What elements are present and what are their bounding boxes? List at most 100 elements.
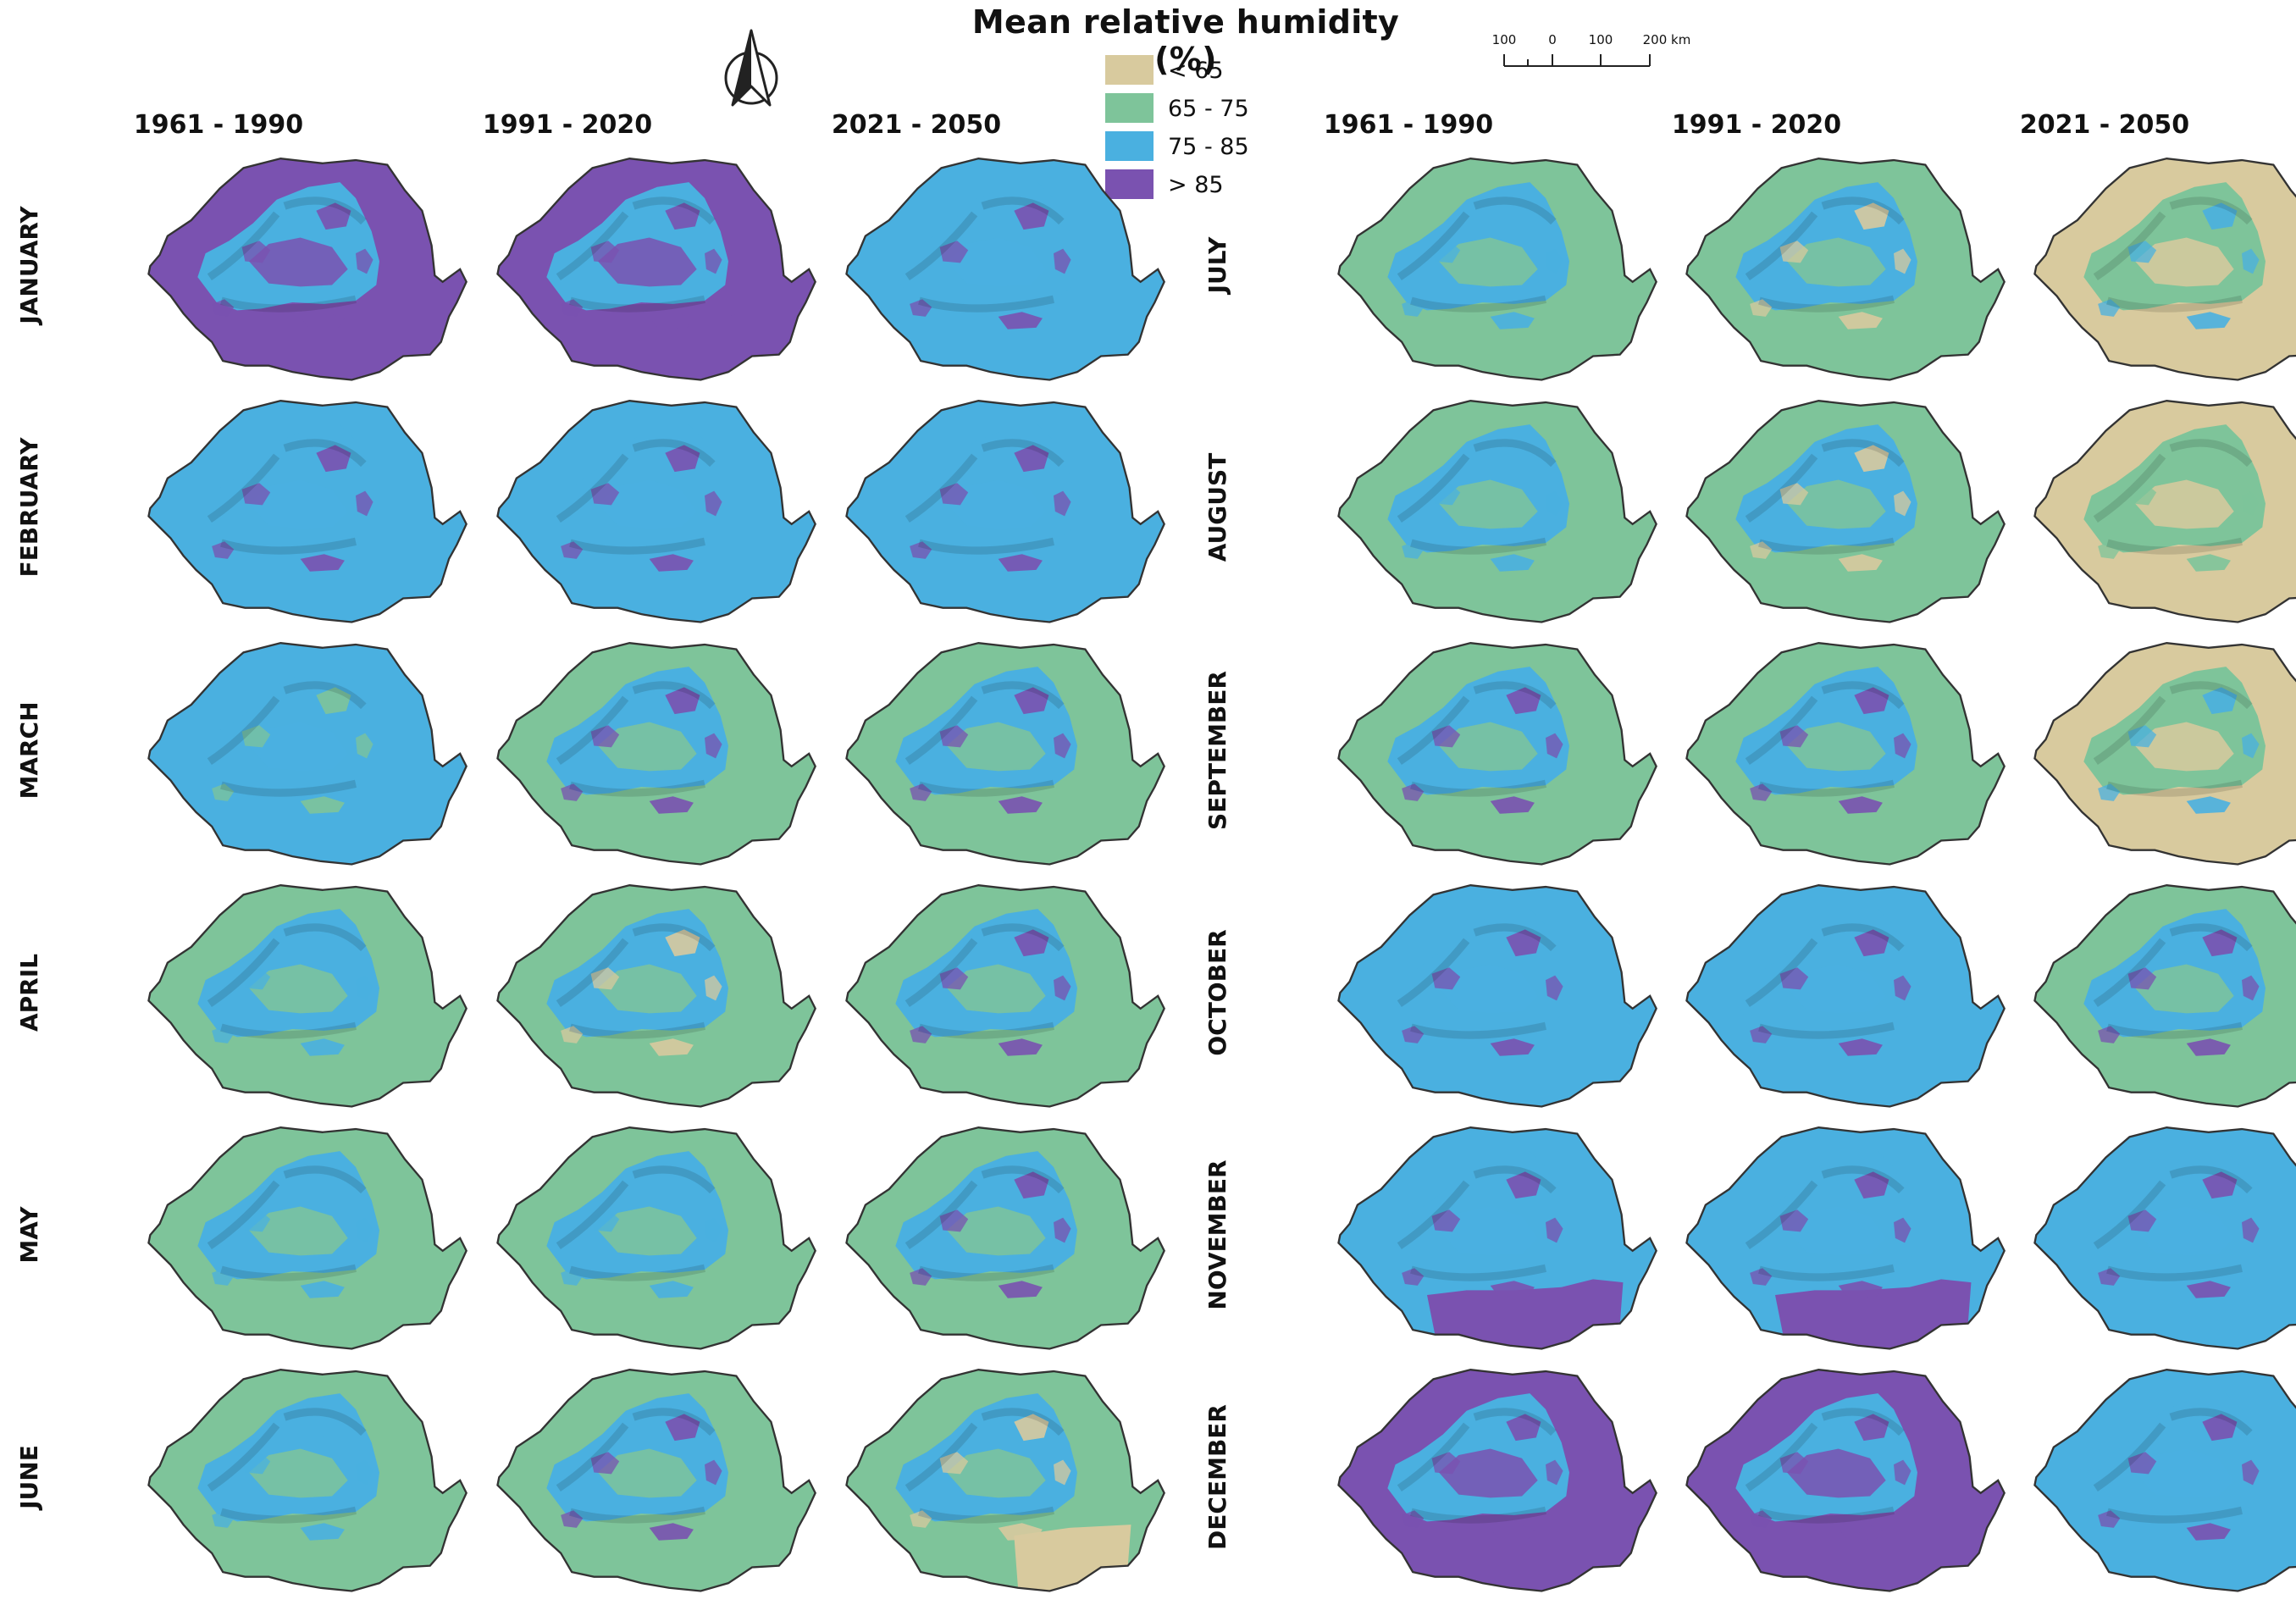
- humidity-patch: [1506, 687, 1541, 715]
- map-panel-october-2: [1657, 879, 2012, 1121]
- column-header: 2021 - 2050: [2019, 110, 2190, 140]
- humidity-patch: [1894, 733, 1911, 759]
- map-panel-december-3: [2005, 1364, 2296, 1605]
- humidity-patch: [1431, 725, 1461, 748]
- map-panel-march-2: [467, 637, 823, 878]
- scale-bar: 100 0 100 200 km: [1480, 27, 1701, 78]
- humidity-zone-basin: [2135, 479, 2234, 529]
- humidity-patch: [1014, 687, 1049, 715]
- humidity-patch: [2186, 1523, 2231, 1541]
- humidity-patch: [2127, 1209, 2157, 1232]
- humidity-patch: [1490, 312, 1535, 329]
- humidity-patch: [2202, 445, 2238, 473]
- legend-swatch: [1105, 131, 1154, 161]
- row-label-august: AUGUST: [1203, 452, 1231, 562]
- relief-shading: [1397, 439, 1557, 555]
- map-panel-may-1: [119, 1121, 474, 1363]
- map-panel-august-2: [1657, 395, 2012, 636]
- legend-label: 75 - 85: [1168, 134, 1249, 160]
- humidity-patch: [590, 1452, 620, 1475]
- country-border: [2033, 883, 2296, 1108]
- humidity-patch: [356, 248, 373, 274]
- map-panel-january-2: [467, 152, 823, 394]
- humidity-patch: [300, 1038, 345, 1056]
- romania-map: [147, 641, 467, 866]
- humidity-zone-basin: [249, 237, 348, 287]
- humidity-patch: [1854, 1171, 1889, 1199]
- country-border: [147, 157, 467, 381]
- humidity-patch: [212, 1268, 235, 1286]
- romania-map: [1337, 157, 1657, 381]
- humidity-patch: [1854, 687, 1889, 715]
- humidity-patch: [1431, 1452, 1461, 1475]
- relief-shading: [905, 1408, 1065, 1524]
- humidity-patch: [1750, 299, 1773, 317]
- country-border: [1337, 1126, 1657, 1350]
- humidity-patch: [1838, 1523, 1883, 1541]
- humidity-patch: [1054, 975, 1071, 1001]
- humidity-patch: [1854, 929, 1889, 957]
- humidity-patch: [1894, 490, 1911, 517]
- country-border: [1337, 1368, 1657, 1592]
- humidity-patch: [2242, 1459, 2260, 1486]
- romania-map: [845, 1368, 1165, 1592]
- humidity-patch: [998, 554, 1043, 572]
- humidity-patch: [1546, 975, 1563, 1001]
- humidity-zone-basin: [947, 237, 1046, 287]
- humidity-patch: [2127, 483, 2157, 506]
- country-border: [845, 883, 1165, 1108]
- romania-map: [845, 157, 1165, 381]
- row-label-may: MAY: [15, 1206, 43, 1264]
- humidity-patch: [316, 687, 351, 715]
- map-panel-september-1: [1308, 637, 1664, 878]
- romania-map: [496, 399, 816, 623]
- map-panel-january-3: [816, 152, 1172, 394]
- humidity-patch: [300, 1281, 345, 1298]
- romania-map: [2033, 883, 2296, 1108]
- humidity-patch: [1402, 1510, 1425, 1528]
- humidity-patch: [910, 1268, 932, 1286]
- legend-label: 65 - 75: [1168, 96, 1249, 122]
- humidity-patch: [1402, 299, 1425, 317]
- relief-shading: [207, 1408, 367, 1524]
- relief-shading: [1745, 439, 1905, 555]
- country-border: [845, 157, 1165, 381]
- row-label-april: APRIL: [15, 954, 43, 1032]
- humidity-patch: [910, 1026, 932, 1043]
- humidity-patch: [212, 1026, 235, 1043]
- humidity-patch: [1014, 929, 1049, 957]
- column-header: 2021 - 2050: [831, 110, 1002, 140]
- humidity-patch: [2242, 490, 2260, 517]
- scale-label: 100: [1589, 32, 1613, 47]
- humidity-patch: [2202, 687, 2238, 715]
- humidity-patch: [2202, 1414, 2238, 1442]
- humidity-zone-plain: [1775, 1521, 1972, 1591]
- country-border: [2033, 1368, 2296, 1592]
- humidity-patch: [1054, 733, 1071, 759]
- humidity-patch: [2127, 725, 2157, 748]
- humidity-patch: [998, 1523, 1043, 1541]
- humidity-zone-plain: [1014, 1525, 1131, 1591]
- humidity-patch: [316, 1171, 351, 1199]
- humidity-zone-basin: [947, 964, 1046, 1014]
- row-label-december: DECEMBER: [1203, 1404, 1231, 1550]
- humidity-patch: [590, 725, 620, 748]
- country-border: [1337, 883, 1657, 1108]
- humidity-patch: [649, 312, 694, 329]
- humidity-patch: [939, 483, 969, 506]
- map-panel-december-2: [1657, 1364, 2012, 1605]
- scale-label: 0: [1548, 32, 1557, 47]
- map-panel-april-1: [119, 879, 474, 1121]
- humidity-patch: [649, 1281, 694, 1298]
- humidity-patch: [649, 1038, 694, 1056]
- map-panel-october-1: [1308, 879, 1664, 1121]
- romania-map: [1685, 641, 2006, 866]
- country-border: [1685, 1126, 2006, 1350]
- romania-map: [1337, 1368, 1657, 1592]
- romania-map: [1337, 1126, 1657, 1350]
- humidity-patch: [1854, 445, 1889, 473]
- map-panel-november-1: [1308, 1121, 1664, 1363]
- romania-map: [1685, 157, 2006, 381]
- row-label-july: JULY: [1203, 236, 1231, 294]
- humidity-patch: [356, 733, 373, 759]
